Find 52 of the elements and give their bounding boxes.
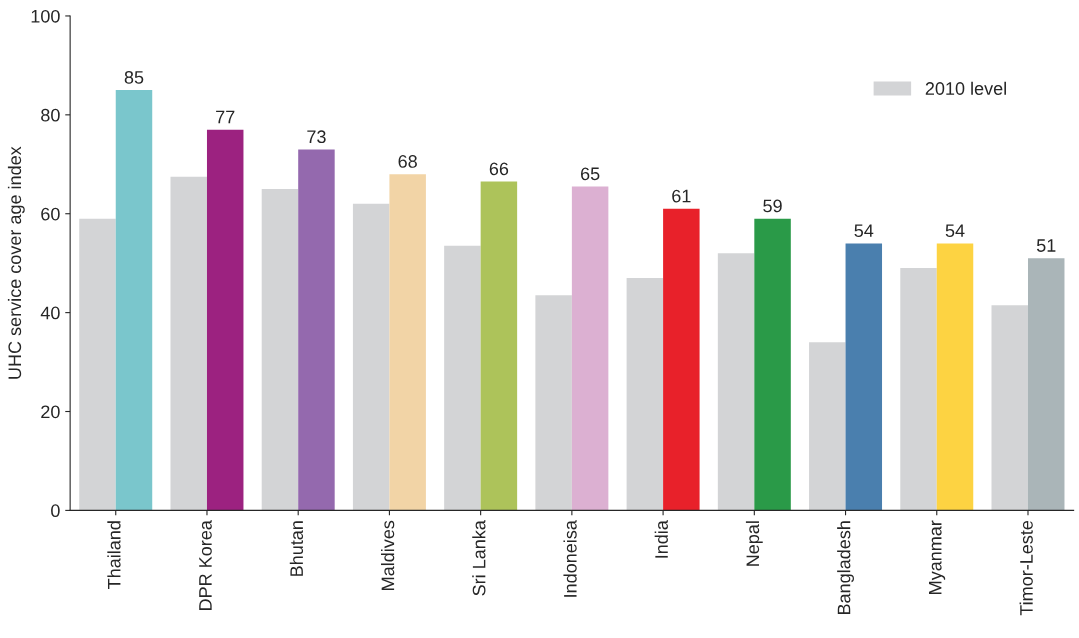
bar bbox=[352, 203, 390, 511]
y-tick-label: 100 bbox=[31, 9, 60, 23]
x-tick-label: Timor-Leste bbox=[1019, 520, 1033, 616]
y-axis-title: UHC service cover age index bbox=[7, 146, 25, 379]
bar bbox=[626, 278, 664, 511]
x-tick-label: Bangladesh bbox=[837, 521, 854, 615]
data-label: 65 bbox=[580, 167, 600, 181]
bar bbox=[809, 342, 846, 511]
bar bbox=[261, 189, 299, 511]
bar bbox=[900, 268, 937, 511]
bar bbox=[480, 181, 518, 511]
data-label: 51 bbox=[1036, 239, 1056, 252]
data-label: 73 bbox=[307, 130, 326, 144]
x-tick-label: Sri Lanka bbox=[472, 520, 486, 596]
bar bbox=[1027, 258, 1065, 511]
x-tick-label: DPR Korea bbox=[199, 520, 212, 610]
data-label: 85 bbox=[124, 70, 144, 84]
x-tick-label: Nepal bbox=[745, 521, 763, 566]
bar bbox=[206, 129, 244, 511]
bar bbox=[535, 295, 572, 511]
data-label: 77 bbox=[216, 110, 235, 124]
bar bbox=[571, 186, 609, 511]
bar bbox=[115, 90, 153, 511]
bar bbox=[298, 149, 335, 511]
bar bbox=[936, 243, 974, 511]
bar bbox=[663, 208, 700, 511]
bar bbox=[991, 305, 1028, 511]
x-tick-label: India bbox=[654, 520, 668, 558]
x-tick-label: Bhutan bbox=[289, 521, 304, 576]
x-tick-label: Thailand bbox=[107, 521, 121, 589]
bar bbox=[170, 176, 207, 511]
x-tick-label: Indoneisa bbox=[563, 520, 577, 597]
data-label: 54 bbox=[945, 224, 965, 238]
x-tick-label: Myanmar bbox=[929, 520, 946, 594]
bar bbox=[389, 174, 426, 511]
y-tick-label: 0 bbox=[51, 504, 60, 518]
y-tick-label: 40 bbox=[40, 306, 60, 320]
bar bbox=[845, 243, 883, 511]
bar bbox=[444, 245, 481, 511]
y-tick-label: 80 bbox=[41, 108, 60, 122]
bar bbox=[754, 218, 791, 511]
data-label: 66 bbox=[489, 162, 509, 176]
x-tick-label: Maldives bbox=[381, 520, 395, 590]
data-label: 54 bbox=[854, 224, 874, 238]
legend-label: 2010 level bbox=[925, 81, 1006, 95]
bar bbox=[717, 253, 755, 511]
data-label: 61 bbox=[672, 189, 691, 203]
bar bbox=[79, 218, 116, 511]
data-label: 59 bbox=[763, 199, 782, 213]
y-tick-label: 20 bbox=[41, 405, 60, 419]
data-label: 68 bbox=[398, 155, 417, 168]
y-tick-label: 60 bbox=[41, 207, 60, 221]
